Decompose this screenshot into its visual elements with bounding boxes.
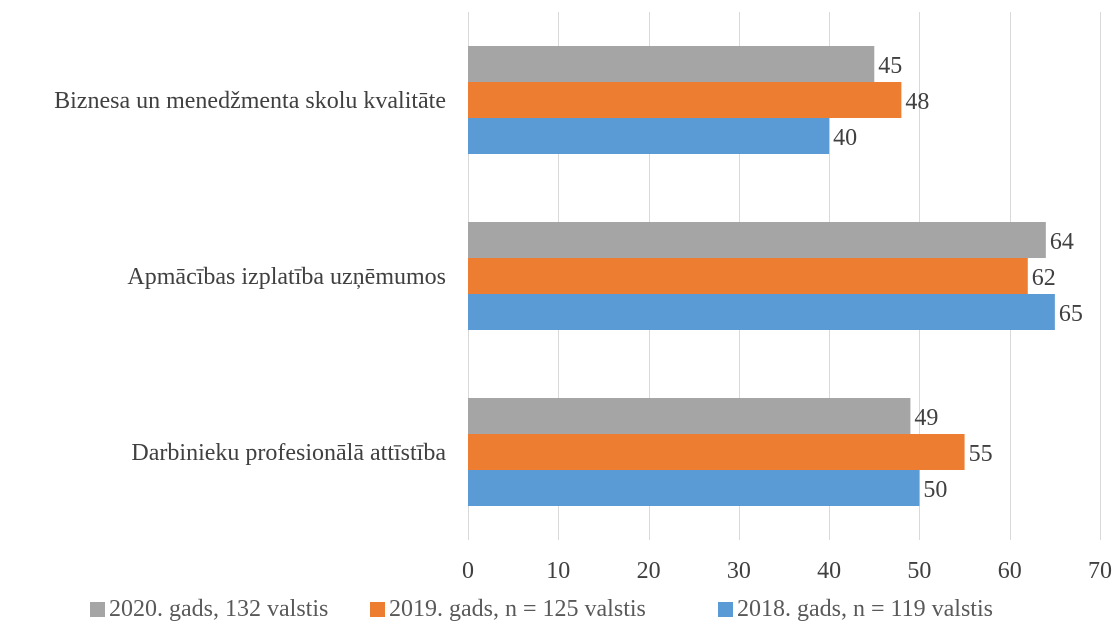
bar: [468, 82, 902, 118]
bar: [468, 118, 830, 154]
data-label: 49: [914, 405, 938, 431]
data-label: 48: [905, 89, 929, 115]
legend-item: 2019. gads, n = 125 valstis: [370, 596, 646, 623]
bar: [468, 46, 875, 82]
legend-swatch: [370, 602, 385, 617]
x-tick-label: 30: [727, 558, 751, 584]
legend: 2020. gads, 132 valstis 2019. gads, n = 1…: [0, 596, 1117, 626]
legend-label: 2019. gads, n = 125 valstis: [389, 596, 646, 622]
bar: [468, 434, 965, 470]
legend-label: 2020. gads, 132 valstis: [109, 596, 329, 622]
data-label: 45: [878, 53, 902, 79]
legend-swatch: [90, 602, 105, 617]
data-label: 50: [923, 477, 947, 503]
data-label: 40: [833, 125, 857, 151]
bar: [468, 398, 911, 434]
bar: [468, 258, 1028, 294]
bar-chart: Biznesa un menedžmenta skolu kvalitāte Ap…: [54, 12, 1112, 584]
x-tick-label: 60: [998, 558, 1022, 584]
x-tick-label: 20: [637, 558, 661, 584]
legend-label: 2018. gads, n = 119 valstis: [737, 596, 993, 622]
data-label: 65: [1059, 301, 1083, 327]
x-tick-label: 0: [462, 558, 474, 584]
bars: [468, 46, 1055, 506]
bar: [468, 222, 1046, 258]
category-label: Biznesa un menedžmenta skolu kvalitāte: [54, 88, 446, 114]
data-label: 64: [1050, 229, 1074, 255]
bar: [468, 294, 1055, 330]
x-tick-label: 40: [817, 558, 841, 584]
category-labels: Biznesa un menedžmenta skolu kvalitāte Ap…: [54, 88, 446, 466]
x-axis-tick-labels: 0 10 20 30 40 50 60 70: [462, 558, 1112, 584]
data-label: 55: [969, 441, 993, 467]
legend-swatch: [718, 602, 733, 617]
x-tick-label: 50: [907, 558, 931, 584]
x-tick-label: 10: [546, 558, 570, 584]
data-label: 62: [1032, 265, 1056, 291]
x-tick-label: 70: [1088, 558, 1112, 584]
bar: [468, 470, 920, 506]
legend-item: 2018. gads, n = 119 valstis: [718, 596, 993, 623]
category-label: Darbinieku profesionālā attīstība: [131, 440, 446, 466]
category-label: Apmācības izplatība uzņēmumos: [127, 264, 446, 290]
legend-item: 2020. gads, 132 valstis: [90, 596, 328, 623]
